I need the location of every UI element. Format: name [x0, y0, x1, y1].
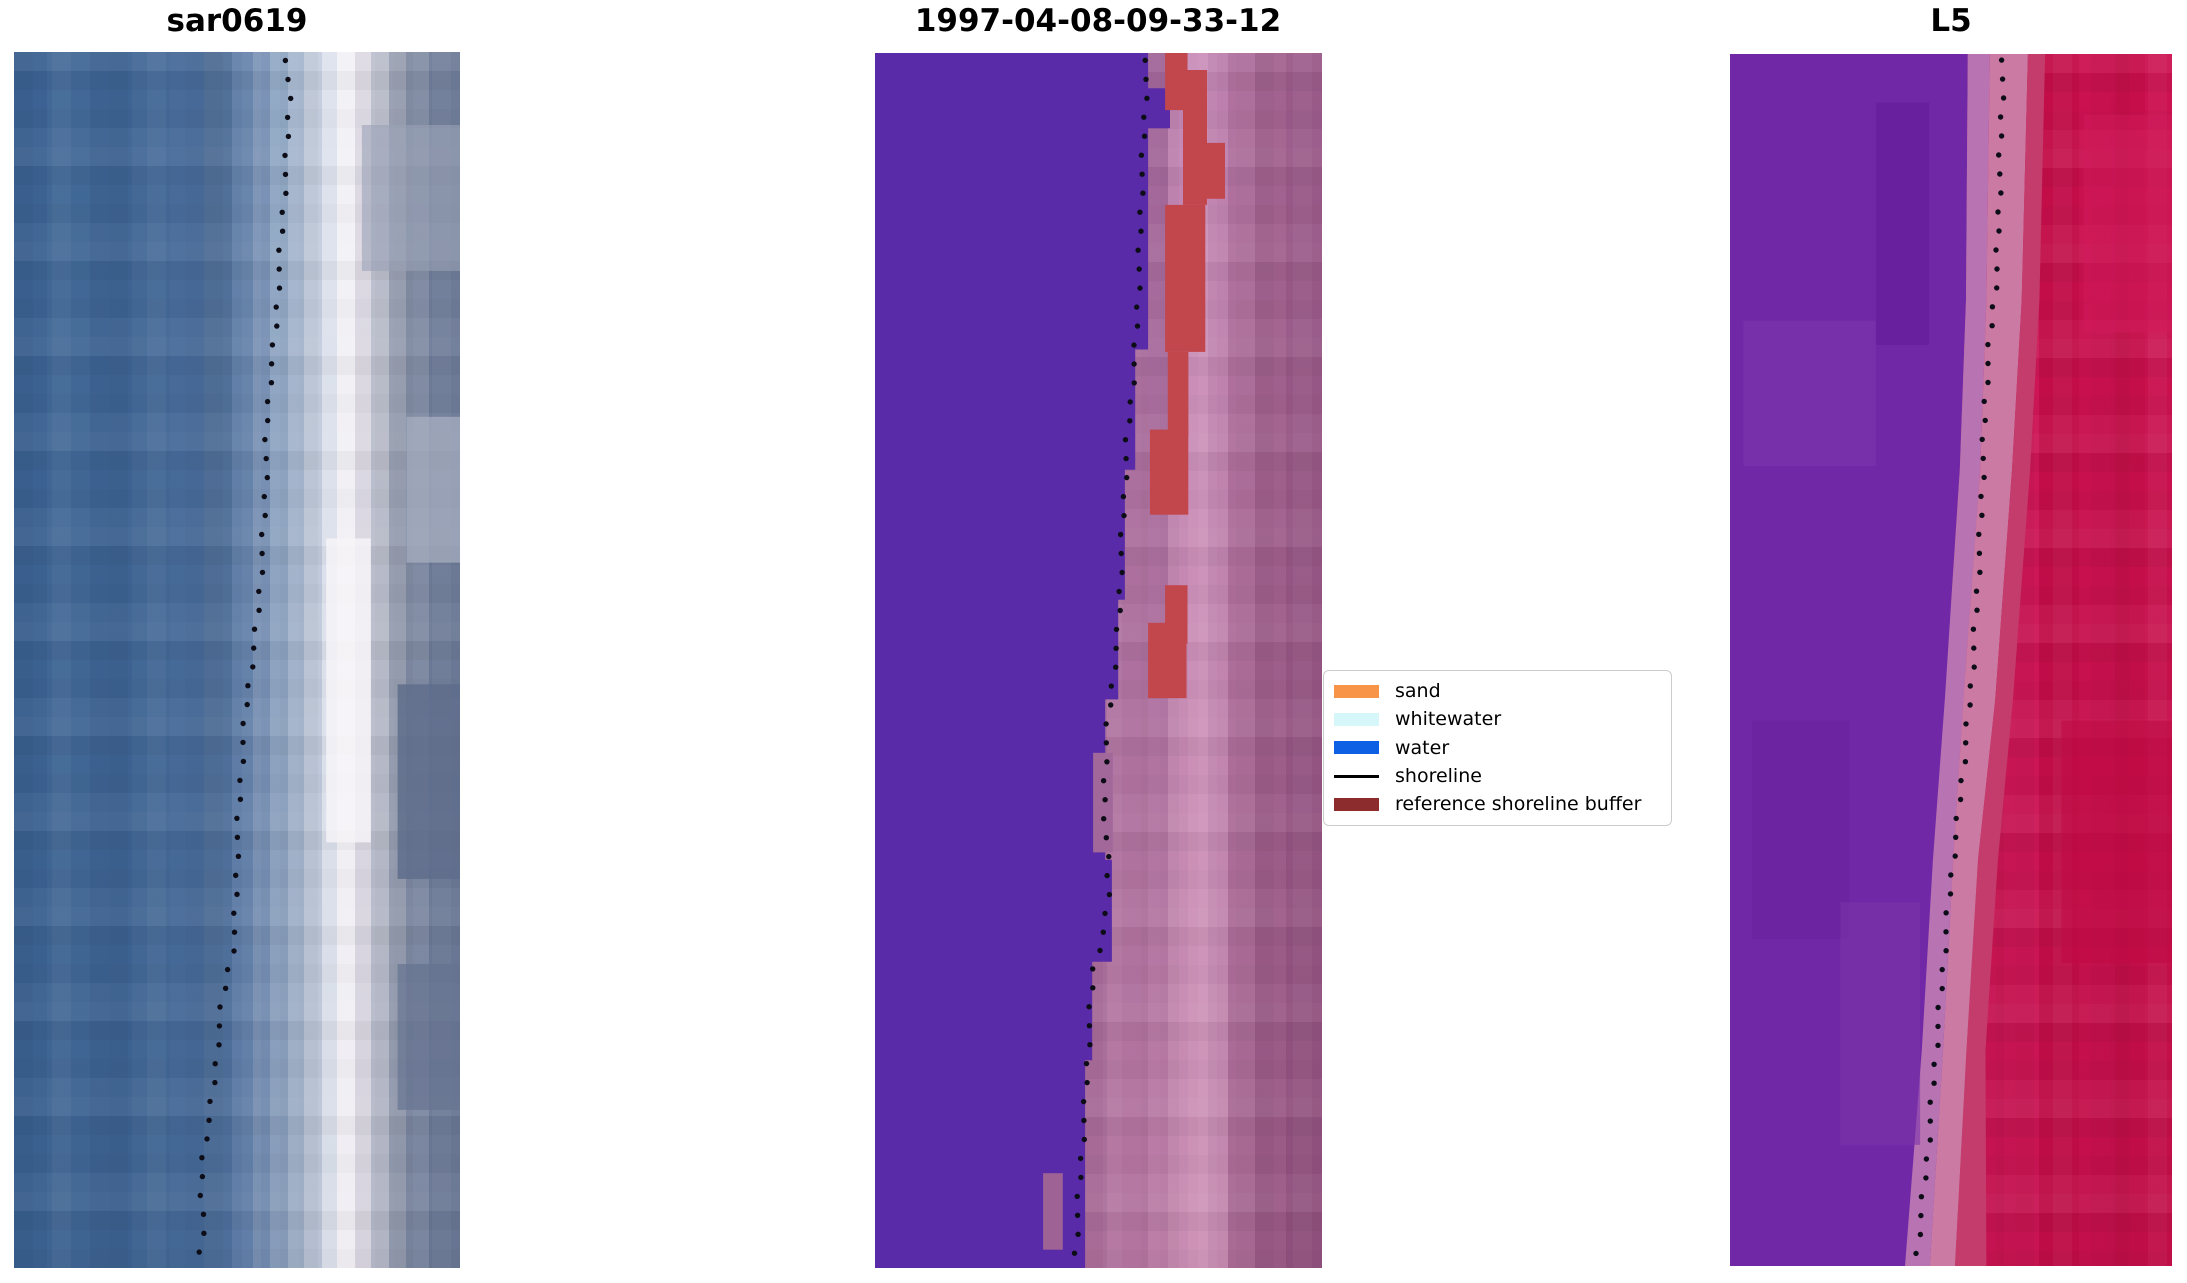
- legend-label-whitewater: whitewater: [1395, 708, 1502, 731]
- panel-title-sar0619: sar0619: [166, 3, 308, 39]
- panel-title-l5: L5: [1930, 3, 1972, 39]
- reference-shoreline-buffer-swatch: [1334, 798, 1379, 812]
- legend-item-shoreline: shoreline: [1334, 762, 1661, 790]
- legend-item-water: water: [1334, 734, 1661, 762]
- legend-item-whitewater: whitewater: [1334, 706, 1661, 734]
- legend-label-sand: sand: [1395, 679, 1441, 702]
- legend-label-shoreline: shoreline: [1395, 764, 1482, 787]
- legend-item-reference-shoreline-buffer: reference shoreline buffer: [1334, 791, 1661, 819]
- legend: sand whitewater water shoreline referenc…: [1323, 670, 1672, 826]
- legend-label-water: water: [1395, 736, 1450, 759]
- water-swatch: [1334, 741, 1379, 755]
- satellite-image-l5: [1730, 54, 2172, 1266]
- satellite-image-classified: [875, 53, 1322, 1268]
- legend-label-reference-shoreline-buffer: reference shoreline buffer: [1395, 793, 1642, 816]
- shoreline-line-swatch: [1334, 774, 1379, 778]
- whitewater-swatch: [1334, 713, 1379, 727]
- satellite-image-sar0619: [14, 52, 460, 1268]
- panel-title-classified-date: 1997-04-08-09-33-12: [914, 3, 1282, 39]
- legend-item-sand: sand: [1334, 677, 1661, 705]
- sand-swatch: [1334, 684, 1379, 698]
